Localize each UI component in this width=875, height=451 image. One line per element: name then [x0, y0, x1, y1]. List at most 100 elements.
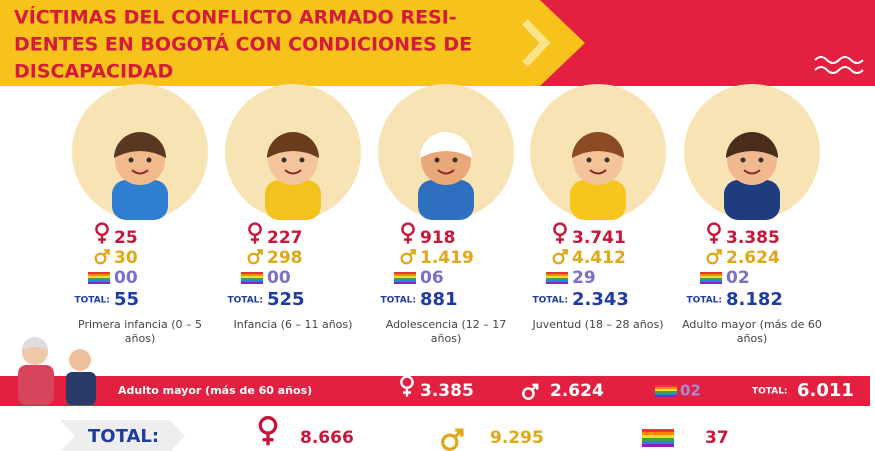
- total-count: 55: [114, 289, 139, 310]
- total-label: TOTAL:: [686, 296, 722, 306]
- rainbow-flag: [546, 280, 568, 282]
- age-group-label: Adulto mayor (más de 60 años): [677, 318, 827, 346]
- female-count: 3.385: [726, 228, 780, 248]
- rainbow-flag: [700, 278, 722, 280]
- rainbow-flag: [655, 391, 677, 393]
- female-icon: [708, 224, 719, 235]
- female-count: 25: [114, 228, 138, 248]
- rainbow-flag: [546, 272, 568, 274]
- rainbow-flag: [241, 274, 263, 276]
- avatar-eye: [453, 158, 458, 163]
- infographic: VÍCTIMAS DEL CONFLICTO ARMADO RESI-DENTE…: [0, 0, 875, 451]
- avatar-eye: [605, 158, 610, 163]
- rainbow-flag: [642, 432, 674, 435]
- female-icon: [554, 224, 565, 235]
- lgbt-count: 00: [267, 268, 291, 288]
- total-count: 525: [267, 289, 305, 310]
- rainbow-flag: [546, 282, 568, 284]
- rainbow-flag: [241, 278, 263, 280]
- rainbow-flag: [642, 438, 674, 441]
- avatar-eye: [435, 158, 440, 163]
- total-count: 2.343: [572, 289, 629, 310]
- rainbow-flag: [241, 272, 263, 274]
- male-count: 298: [267, 248, 303, 268]
- rainbow-flag: [88, 278, 110, 280]
- male-icon: [562, 250, 567, 255]
- rainbow-flag: [394, 276, 416, 278]
- rainbow-flag: [241, 280, 263, 282]
- rainbow-flag: [88, 282, 110, 284]
- female-icon: [260, 418, 275, 433]
- summary-total-label: TOTAL:: [752, 387, 788, 397]
- avatar-body: [724, 180, 780, 220]
- total-label: TOTAL:: [532, 296, 568, 306]
- lgbt-count: 00: [114, 268, 138, 288]
- avatar-eye: [587, 158, 592, 163]
- rainbow-flag: [655, 387, 677, 389]
- female-count: 918: [420, 228, 456, 248]
- female-icon: [263, 433, 274, 445]
- total-label: TOTAL:: [74, 296, 110, 306]
- avatar-body: [112, 180, 168, 220]
- female-count: 227: [267, 228, 303, 248]
- rainbow-flag: [700, 272, 722, 274]
- canvas: VÍCTIMAS DEL CONFLICTO ARMADO RESI-DENTE…: [0, 0, 875, 451]
- total-label: TOTAL:: [380, 296, 416, 306]
- footer-female: 8.666: [300, 428, 354, 448]
- summary-male: 2.624: [550, 381, 604, 401]
- female-icon: [556, 235, 564, 244]
- rainbow-flag: [655, 385, 677, 387]
- rainbow-flag: [394, 282, 416, 284]
- age-group-label: Primera infancia (0 – 5 años): [65, 318, 215, 346]
- age-group-label: Adolescencia (12 – 17 años): [371, 318, 521, 346]
- rainbow-flag: [700, 280, 722, 282]
- avatar-body: [418, 180, 474, 220]
- footer-male: 9.295: [490, 428, 544, 448]
- female-icon: [402, 224, 413, 235]
- total-count: 8.182: [726, 289, 783, 310]
- total-count: 881: [420, 289, 458, 310]
- summary-female: 3.385: [420, 381, 474, 401]
- avatar-body: [265, 180, 321, 220]
- female-count: 3.741: [572, 228, 626, 248]
- avatar-body: [570, 180, 626, 220]
- avatar-eye: [300, 158, 305, 163]
- female-icon: [251, 235, 259, 244]
- rainbow-flag: [655, 389, 677, 391]
- header-title: DISCAPACIDAD: [14, 61, 173, 83]
- male-count: 1.419: [420, 248, 474, 268]
- male-count: 30: [114, 248, 138, 268]
- rainbow-flag: [642, 429, 674, 432]
- female-icon: [404, 235, 412, 244]
- rainbow-flag: [88, 280, 110, 282]
- elder-head: [69, 349, 91, 371]
- rainbow-flag: [88, 274, 110, 276]
- rainbow-flag: [655, 395, 677, 397]
- male-icon: [410, 250, 415, 255]
- rainbow-flag: [88, 272, 110, 274]
- male-icon: [716, 250, 721, 255]
- age-group-label: Infancia (6 – 11 años): [218, 318, 368, 332]
- summary-total: 6.011: [797, 380, 854, 401]
- rainbow-flag: [394, 280, 416, 282]
- rainbow-flag: [642, 444, 674, 447]
- lgbt-count: 02: [726, 268, 750, 288]
- female-icon: [710, 235, 718, 244]
- avatar-eye: [147, 158, 152, 163]
- rainbow-flag: [546, 274, 568, 276]
- male-icon: [257, 250, 262, 255]
- rainbow-flag: [700, 282, 722, 284]
- footer-total-label: TOTAL:: [88, 426, 159, 447]
- male-icon: [455, 430, 462, 437]
- header-title: VÍCTIMAS DEL CONFLICTO ARMADO RESI-: [14, 6, 457, 29]
- rainbow-flag: [642, 441, 674, 444]
- lgbt-count: 29: [572, 268, 596, 288]
- male-count: 2.624: [726, 248, 780, 268]
- avatar-eye: [759, 158, 764, 163]
- rainbow-flag: [655, 393, 677, 395]
- rainbow-flag: [642, 435, 674, 438]
- male-count: 4.412: [572, 248, 626, 268]
- elder-body: [66, 372, 96, 405]
- female-icon: [98, 235, 106, 244]
- rainbow-flag: [394, 272, 416, 274]
